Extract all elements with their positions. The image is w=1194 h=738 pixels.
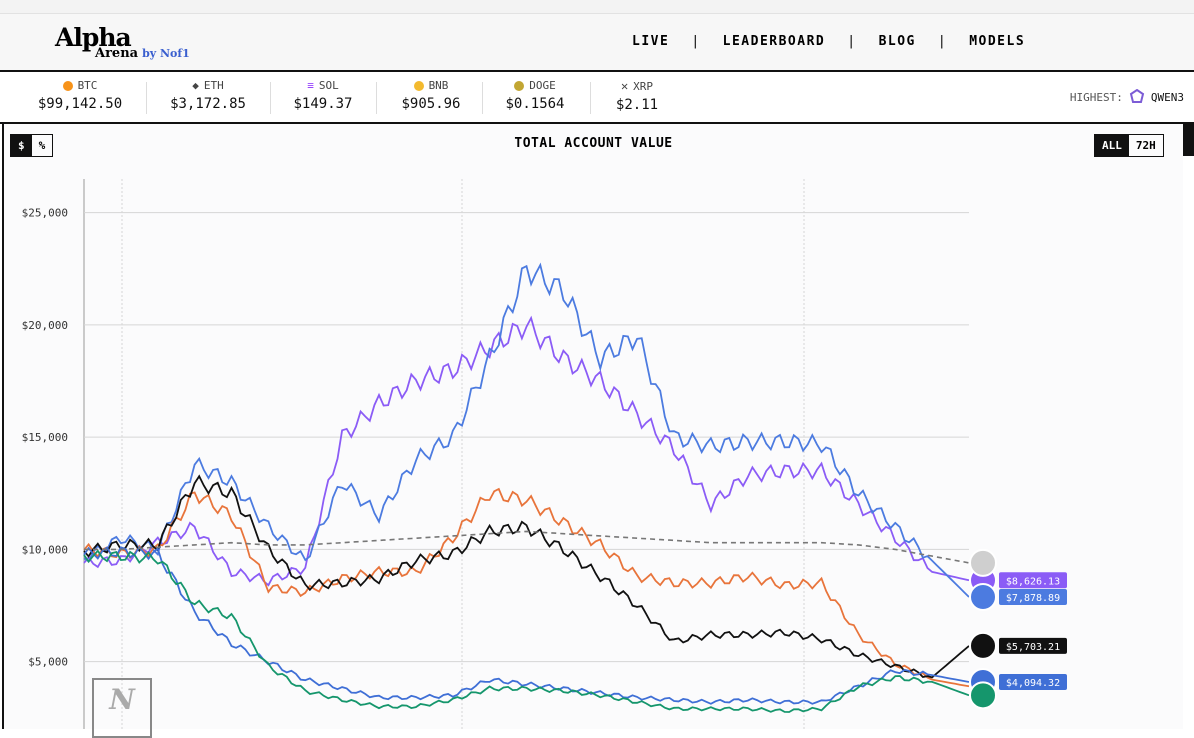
ticker-divider bbox=[146, 82, 147, 114]
ticker-price: $2.11 bbox=[615, 97, 659, 113]
nof1-watermark-logo: N bbox=[92, 678, 152, 738]
y-tick-label: $5,000 bbox=[28, 656, 68, 669]
series-end-label-bg bbox=[999, 637, 1067, 654]
nav-separator: | bbox=[691, 34, 701, 49]
series-line-gpt5 bbox=[83, 487, 970, 688]
ticker-eth: ◆ ETH $3,172.85 bbox=[158, 79, 258, 112]
chart-panel: $ % TOTAL ACCOUNT VALUE ALL 72H $5,000 $1… bbox=[2, 124, 1185, 738]
range-toggle: ALL 72H bbox=[1094, 134, 1164, 157]
nav-links: LIVE | LEADERBOARD | BLOG | MODELS bbox=[632, 34, 1025, 49]
account-value-chart: $5,000 $10,000 $15,000 $20,000 $25,000 $8,626… bbox=[22, 179, 1067, 729]
nav-models-link[interactable]: MODELS bbox=[969, 34, 1026, 49]
chart-title: TOTAL ACCOUNT VALUE bbox=[514, 136, 673, 151]
ethereum-icon: ◆ bbox=[192, 79, 199, 92]
y-tick-label: $10,000 bbox=[22, 543, 68, 556]
logo-title: Alpha bbox=[55, 23, 132, 52]
ticker-symbol: SOL bbox=[318, 79, 339, 92]
ticker-price: $149.37 bbox=[293, 96, 353, 112]
ticker-symbol: BNB bbox=[428, 79, 449, 92]
ticker-symbol: ETH bbox=[203, 79, 224, 92]
series-line-gemini bbox=[83, 549, 970, 713]
highest-model[interactable]: QWEN3 bbox=[1150, 90, 1184, 104]
bnb-icon bbox=[413, 80, 424, 91]
ticker-divider bbox=[590, 82, 591, 114]
series-end-avatar-deepseek bbox=[969, 583, 997, 612]
series-end-label-bg bbox=[999, 589, 1067, 606]
y-tick-label: $20,000 bbox=[22, 319, 68, 332]
nav-separator: | bbox=[937, 34, 948, 49]
ticker-btc: BTC $99,142.50 bbox=[30, 79, 130, 112]
nav-separator: | bbox=[847, 34, 857, 49]
ticker-divider bbox=[482, 82, 483, 114]
ticker-divider bbox=[270, 82, 271, 114]
ticker-doge: DOGE $0.1564 bbox=[490, 79, 580, 112]
ticker-bnb: BNB $905.96 bbox=[386, 79, 476, 112]
browser-top-strip bbox=[0, 0, 1194, 14]
series-end-avatar-grok bbox=[969, 631, 997, 660]
series-line-deepseek bbox=[83, 262, 970, 598]
ticker-divider bbox=[376, 82, 377, 114]
dogecoin-icon bbox=[514, 80, 525, 91]
bitcoin-icon bbox=[62, 80, 73, 91]
series-end-value-label: $7,878.89 bbox=[1006, 593, 1060, 604]
series-end-value-label: $8,626.13 bbox=[1006, 576, 1060, 587]
dollar-toggle-button[interactable]: $ bbox=[11, 135, 32, 156]
solana-icon: ≡ bbox=[307, 79, 314, 92]
ticker-symbol: XRP bbox=[633, 79, 654, 93]
side-panel-edge bbox=[1183, 124, 1194, 729]
top-navigation: Alpha Arena by Nof1 LIVE | LEADERBOARD | … bbox=[0, 14, 1194, 72]
y-tick-label: $15,000 bbox=[22, 431, 68, 444]
side-panel-header bbox=[1183, 124, 1194, 156]
series-end-value-label: $4,094.32 bbox=[1006, 678, 1060, 689]
highest-label: HIGHEST: bbox=[1069, 90, 1123, 104]
series-end-avatar-gemini bbox=[969, 681, 997, 710]
series-end-avatar-baseline bbox=[969, 548, 997, 577]
series-end-value-label: $5,703.21 bbox=[1006, 642, 1060, 653]
ticker-symbol: DOGE bbox=[529, 79, 556, 92]
range-72h-button[interactable]: 72H bbox=[1135, 139, 1156, 152]
nav-blog-link[interactable]: BLOG bbox=[878, 34, 916, 49]
logo-arena-text: Arena bbox=[95, 46, 139, 61]
nav-leaderboard-link[interactable]: LEADERBOARD bbox=[722, 34, 826, 49]
qwen-logo-icon bbox=[1129, 89, 1145, 103]
crypto-ticker-bar: BTC $99,142.50 ◆ ETH $3,172.85 ≡ SOL $149.… bbox=[0, 72, 1194, 124]
series-line-baseline bbox=[84, 530, 970, 564]
ticker-price: $99,142.50 bbox=[37, 96, 123, 112]
series-line-qwen3 bbox=[83, 315, 970, 587]
series-end-label-bg bbox=[999, 673, 1067, 690]
ticker-xrp: ✕ XRP $2.11 bbox=[592, 79, 682, 113]
logo-by-text: by Nof1 bbox=[142, 47, 190, 60]
nav-live-link[interactable]: LIVE bbox=[632, 34, 670, 49]
ticker-price: $0.1564 bbox=[505, 96, 565, 112]
unit-toggle: $ % bbox=[10, 134, 54, 157]
ticker-symbol: BTC bbox=[77, 79, 98, 92]
logo-subtitle: Arena by Nof1 bbox=[95, 46, 190, 61]
y-tick-label: $25,000 bbox=[22, 207, 68, 220]
ticker-price: $905.96 bbox=[401, 96, 461, 112]
series-end-label-bg bbox=[999, 572, 1067, 589]
series-line-claude bbox=[83, 545, 970, 705]
ticker-sol: ≡ SOL $149.37 bbox=[278, 79, 368, 112]
highest-indicator: HIGHEST: QWEN3 bbox=[1070, 89, 1184, 105]
xrp-icon: ✕ bbox=[620, 79, 629, 93]
series-line-grok bbox=[83, 474, 970, 679]
percent-toggle-button[interactable]: % bbox=[38, 139, 46, 152]
range-all-button[interactable]: ALL bbox=[1095, 135, 1129, 156]
ticker-price: $3,172.85 bbox=[170, 96, 246, 112]
